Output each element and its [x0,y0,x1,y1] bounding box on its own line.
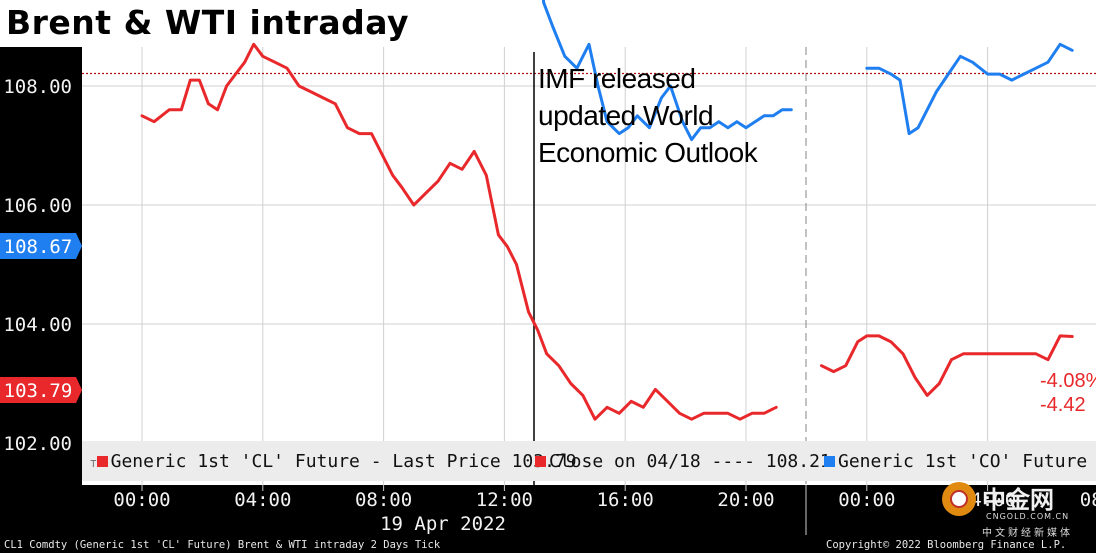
title-bar [0,0,1096,47]
brent-value-tag-tip [76,233,82,259]
x-tick-label-2: 08:00 [355,489,412,511]
legend-item-close: Close on 04/18 ---- 108.21 [535,451,831,472]
x-date-label: 19 Apr 2022 [380,513,506,535]
wti-value-tag-label: 103.79 [4,380,73,402]
wti-value-tag-tip [76,377,82,403]
legend-label-co: Generic 1st 'CO' Future - La [838,451,1096,472]
series-1-line-1 [820,334,1074,397]
watermark: 中金网 CNGOLD.COM.CN 中文财经新媒体 [936,478,1086,539]
change-label-0: -4.08% [1040,370,1096,392]
chart-title: Brent & WTI intraday [6,3,410,42]
legend-swatch-cl [96,456,108,467]
brent-value-tag [0,233,76,259]
x-tick-label-1: 04:00 [234,489,291,511]
series-0-line-1 [865,42,1074,136]
legend-swatch-co [824,456,835,467]
footer-copyright: Copyright© 2022 Bloomberg Finance L.P. [826,539,1067,551]
plot-area [82,47,1096,485]
x-tick-label-6: 00:00 [838,489,895,511]
series-1-line-0 [140,42,778,421]
watermark-logo-icon [942,482,976,516]
watermark-name: 中金网 [982,486,1054,514]
legend-label-cl: Generic 1st 'CL' Future - Last Price 103… [110,451,577,472]
legend-label-close: Close on 04/18 ---- 108.21 [549,451,831,472]
brent-value-tag-label: 108.67 [4,236,73,258]
watermark-subtitle: 中文财经新媒体 [982,528,1073,539]
annotation-line-1: updated World [538,100,713,131]
x-tick-label-3: 12:00 [476,489,533,511]
annotation-line-0: IMF released [538,63,695,94]
y-tick-label-5: 104.00 [3,314,72,336]
watermark-domain: CNGOLD.COM.CN [986,512,1070,521]
x-tick-label-5: 20:00 [717,489,774,511]
legend [82,441,1096,481]
x-tick-label-0: 00:00 [113,489,170,511]
annotation-line-2: Economic Outlook [538,137,759,168]
x-tick-label-8: 08:00 [1080,489,1096,511]
footer-source: CL1 Comdty (Generic 1st 'CL' Future) Bre… [4,539,441,551]
y-tick-label-6: 102.00 [3,433,72,455]
legend-item-co: Generic 1st 'CO' Future - La [824,451,1096,472]
x-tick-label-4: 16:00 [597,489,654,511]
legend-swatch-close [535,456,546,467]
y-tick-label-3: 108.00 [3,76,72,98]
change-label-1: -4.42 [1040,394,1086,416]
y-tick-label-4: 106.00 [3,195,72,217]
wti-value-tag [0,377,76,403]
legend-item-cl: ⊤ Generic 1st 'CL' Future - Last Price 10… [90,451,577,472]
series-0-line-0 [541,0,793,142]
y-axis-panel [0,47,82,485]
